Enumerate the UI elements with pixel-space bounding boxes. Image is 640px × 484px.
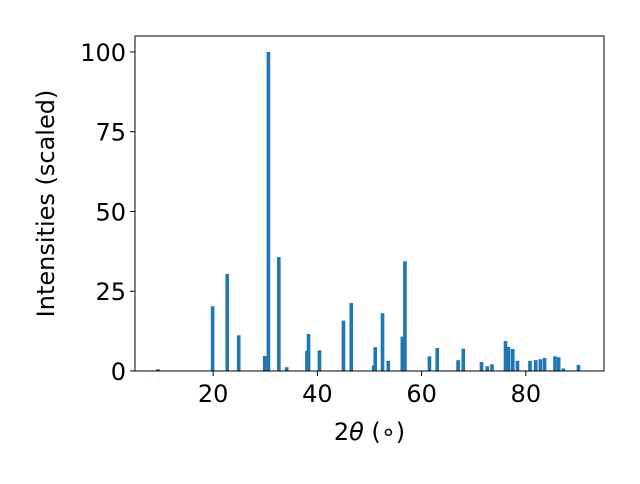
bar-18 [403,261,407,371]
bar-20 [435,348,440,371]
x-tick-label-3: 80 [511,380,542,408]
bar-29 [515,360,520,371]
bar-4 [262,356,267,371]
bar-17 [400,336,405,371]
bar-31 [533,360,538,371]
bar-27 [506,347,511,371]
bar-24 [485,366,490,371]
plot-frame [134,35,605,372]
bar-0 [156,369,160,371]
bar-15 [380,313,385,371]
bars-layer [156,51,581,371]
bar-11 [341,320,346,371]
bar-5 [266,51,271,371]
bar-35 [556,357,561,371]
bar-34 [553,356,557,371]
y-tick-label-4: 100 [80,39,126,67]
bar-6 [277,257,281,371]
bar-1 [210,306,215,371]
bar-25 [490,364,494,371]
y-axis-label: Intensities (scaled) [32,90,60,318]
bar-28 [510,348,515,371]
bar-36 [561,368,566,371]
bar-19 [427,356,432,371]
bar-16 [386,360,391,371]
bar-30 [528,360,532,371]
x-axis-label: 2θ (∘) [334,418,405,446]
x-tick-label-1: 40 [302,380,333,408]
bar-9 [306,333,311,371]
bar-12 [349,303,354,371]
x-tick-label-2: 60 [406,380,437,408]
y-tick-label-1: 25 [95,278,126,306]
y-tick-label-3: 75 [95,119,126,147]
bar-32 [538,359,543,371]
bar-21 [456,360,460,371]
bar-23 [479,362,484,371]
bar-2 [225,274,230,371]
bar-3 [236,335,241,371]
y-tick-label-2: 50 [95,198,126,226]
bar-26 [503,341,508,371]
bar-22 [461,348,466,371]
y-tick-label-0: 0 [111,358,126,386]
x-tick-label-0: 20 [198,380,229,408]
bar-7 [284,367,289,371]
bar-33 [542,357,547,371]
bar-10 [317,350,322,371]
bar-37 [576,364,581,371]
ticks-layer: 20 40 60 80 0 25 50 75 100 [80,39,541,408]
bar-14 [373,347,378,371]
